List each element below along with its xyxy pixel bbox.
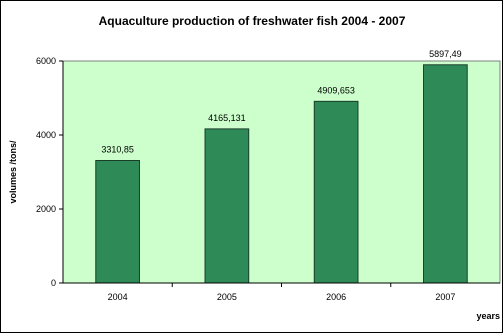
bars xyxy=(95,64,468,284)
x-ticks: 2004 2005 2006 2007 xyxy=(108,283,455,302)
data-labels: 3310,85 4165,131 4909,653 5897,49 xyxy=(101,49,461,155)
bar-2004 xyxy=(95,159,140,284)
bar-2007 xyxy=(423,64,468,284)
x-tick-label-2005: 2005 xyxy=(217,292,237,302)
data-label-2004: 3310,85 xyxy=(101,144,134,154)
y-tick-label-4000: 4000 xyxy=(36,130,56,140)
bar-2005 xyxy=(204,128,250,284)
x-tick-label-2007: 2007 xyxy=(435,292,455,302)
y-tick-label-0: 0 xyxy=(51,278,56,288)
x-axis-label: years xyxy=(476,311,500,321)
data-label-2006: 4909,653 xyxy=(317,85,355,95)
data-label-2007: 5897,49 xyxy=(429,49,462,59)
chart-title: Aquaculture production of freshwater fis… xyxy=(99,14,406,28)
x-tick-label-2006: 2006 xyxy=(326,292,346,302)
data-label-2005: 4165,131 xyxy=(208,113,246,123)
y-axis-label: volumes /tons/ xyxy=(8,140,18,204)
bar-2006 xyxy=(313,100,359,284)
y-tick-label-2000: 2000 xyxy=(36,204,56,214)
x-tick-label-2004: 2004 xyxy=(108,292,128,302)
y-tick-label-6000: 6000 xyxy=(36,56,56,66)
y-ticks: 0 2000 4000 6000 xyxy=(36,56,63,288)
